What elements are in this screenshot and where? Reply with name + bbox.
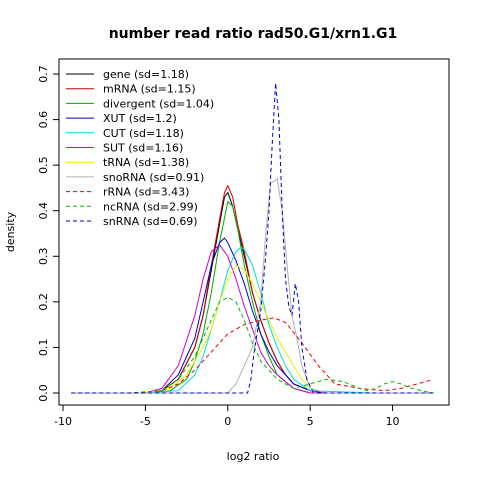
y-tick-label: 0.1 — [37, 339, 50, 357]
series-line-10 — [71, 83, 434, 394]
x-tick-label: -10 — [54, 415, 72, 428]
y-axis-label: density — [4, 211, 17, 252]
series-line-9 — [71, 296, 434, 394]
chart-title: number read ratio rad50.G1/xrn1.G1 — [109, 26, 398, 42]
series-line-3 — [71, 237, 434, 394]
legend-label: snoRNA (sd=0.91) — [103, 171, 204, 184]
legend: gene (sd=1.18) mRNA (sd=1.15)divergent (s… — [66, 68, 214, 228]
x-tick-label: 0 — [224, 415, 231, 428]
legend-label: XUT (sd=1.2) — [103, 112, 177, 125]
axes: -10 -5 0 5 10 0.0 0.1 0.2 0.3 0.4 0.5 0.6 0.7 — [37, 65, 400, 428]
legend-label: mRNA (sd=1.15) — [103, 83, 196, 96]
legend-label: tRNA (sd=1.38) — [103, 156, 189, 169]
y-tick-label: 0.3 — [37, 248, 50, 266]
legend-label: CUT (sd=1.18) — [103, 127, 184, 140]
series-line-4 — [71, 246, 434, 394]
legend-label: SUT (sd=1.16) — [103, 142, 183, 155]
y-tick-label: 0.0 — [37, 384, 50, 402]
x-tick-label: -5 — [140, 415, 151, 428]
y-tick-label: 0.4 — [37, 202, 50, 220]
x-axis-label: log2 ratio — [227, 450, 280, 463]
legend-label: rRNA (sd=3.43) — [103, 186, 189, 199]
legend-label: ncRNA (sd=2.99) — [103, 200, 198, 213]
x-tick-label: 10 — [386, 415, 400, 428]
y-tick-label: 0.5 — [37, 156, 50, 174]
legend-label: divergent (sd=1.04) — [103, 97, 214, 110]
series-line-8 — [71, 317, 431, 394]
series-line-6 — [71, 264, 434, 394]
legend-label: snRNA (sd=0.69) — [103, 215, 198, 228]
y-tick-label: 0.2 — [37, 293, 50, 311]
series-line-7 — [71, 177, 434, 394]
y-tick-label: 0.6 — [37, 111, 50, 129]
plot-box — [58, 58, 450, 406]
legend-label: gene (sd=1.18) — [103, 68, 189, 81]
y-tick-label: 0.7 — [37, 65, 50, 83]
x-tick-label: 5 — [307, 415, 314, 428]
series-lines — [71, 83, 434, 394]
